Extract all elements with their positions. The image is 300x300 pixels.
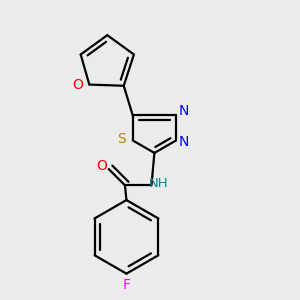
Text: O: O [96, 159, 107, 173]
Text: F: F [122, 278, 130, 292]
Text: O: O [73, 78, 84, 92]
Text: NH: NH [149, 177, 169, 190]
Text: N: N [178, 104, 189, 118]
Text: N: N [178, 135, 189, 149]
Text: S: S [117, 132, 126, 146]
